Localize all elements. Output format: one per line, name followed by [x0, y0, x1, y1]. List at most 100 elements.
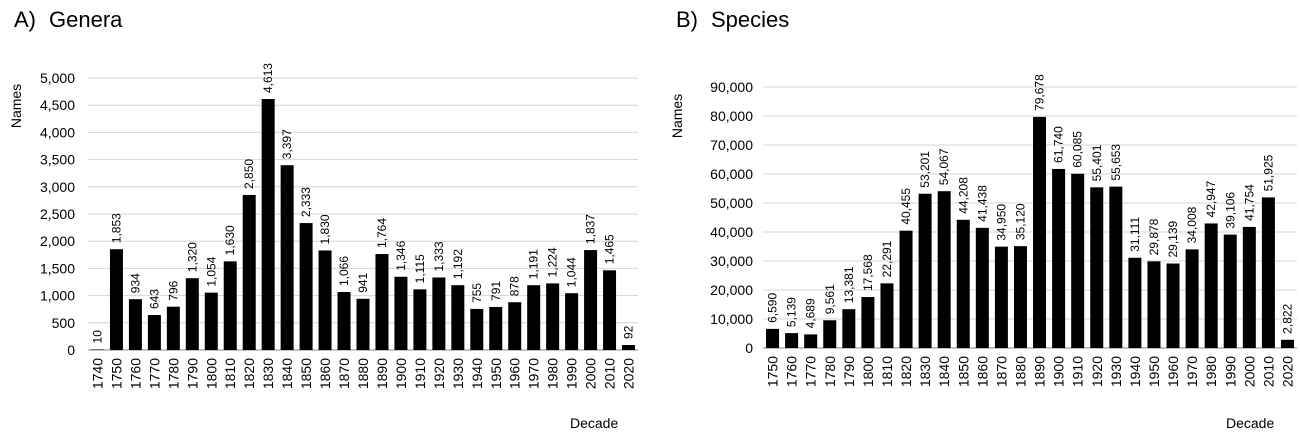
bar [1071, 173, 1085, 348]
data-label: 791 [489, 281, 503, 301]
x-tick-label: 2020 [1279, 356, 1295, 387]
data-label: 1,066 [337, 256, 351, 286]
x-tick-label: 1850 [298, 358, 314, 389]
x-tick-label: 1790 [841, 356, 857, 387]
bar [1242, 226, 1256, 348]
data-label: 1,054 [204, 256, 218, 286]
x-tick-label: 2010 [1260, 356, 1276, 387]
y-tick-label: 2,500 [40, 206, 75, 222]
data-label: 22,291 [880, 240, 894, 277]
x-tick-label: 1760 [784, 356, 800, 387]
data-label: 61,740 [1052, 126, 1066, 163]
x-tick-label: 2020 [621, 358, 637, 389]
x-tick-label: 1950 [488, 358, 504, 389]
y-tick-label: 500 [52, 315, 76, 331]
x-tick-labels-species: 1750 1760 1770 1780 1790 1800 1810 1820 1830 1840… [765, 356, 1296, 387]
x-tick-label: 1800 [860, 356, 876, 387]
bar [1223, 234, 1237, 348]
bar [109, 249, 123, 350]
bars-species [766, 116, 1294, 348]
x-tick-label: 1800 [203, 358, 219, 389]
y-tick-label: 80,000 [710, 108, 753, 124]
x-tick-label: 2010 [602, 358, 618, 389]
data-label: 29,878 [1147, 218, 1161, 255]
y-tick-label: 1,500 [40, 260, 75, 276]
data-label: 42,947 [1204, 180, 1218, 217]
data-label: 796 [166, 280, 180, 300]
y-tick-label: 40,000 [710, 224, 753, 240]
x-tick-label: 1780 [165, 358, 181, 389]
data-label: 17,568 [861, 254, 875, 291]
x-tick-label: 1870 [336, 358, 352, 389]
bar [1185, 249, 1199, 348]
data-label: 51,925 [1261, 154, 1275, 191]
data-label: 1,044 [565, 257, 579, 287]
bar [204, 292, 218, 350]
x-tick-label: 1900 [393, 358, 409, 389]
data-label: 54,067 [937, 148, 951, 185]
data-label: 40,455 [899, 188, 913, 225]
bar [527, 285, 541, 350]
bar [375, 254, 389, 350]
bar [1166, 263, 1180, 348]
bar [318, 250, 332, 350]
value-labels-species: 6,590 5,139 4,689 9,561 13,381 17,568 22,291 40… [766, 74, 1295, 334]
y-tick-label: 3,000 [40, 179, 75, 195]
data-label: 29,139 [1166, 220, 1180, 257]
y-tick-label: 70,000 [710, 137, 753, 153]
bar [90, 349, 104, 350]
chart-title-species: Species [711, 7, 789, 32]
bar [470, 308, 484, 350]
bar [565, 293, 579, 350]
bar [584, 250, 598, 350]
y-tick-label: 0 [745, 340, 753, 356]
data-label: 60,085 [1071, 131, 1085, 168]
bar [994, 246, 1008, 348]
data-label: 3,397 [280, 129, 294, 159]
data-label: 41,438 [975, 185, 989, 222]
bar [937, 191, 951, 348]
data-label: 55,653 [1109, 144, 1123, 181]
bar [413, 289, 427, 350]
bar [1261, 197, 1275, 348]
data-label: 79,678 [1033, 74, 1047, 111]
x-tick-label: 1820 [241, 358, 257, 389]
bar [166, 306, 180, 350]
x-tick-label: 1760 [127, 358, 143, 389]
x-tick-label: 1910 [1070, 356, 1086, 387]
data-label: 5,139 [785, 297, 799, 327]
bar [1090, 187, 1104, 348]
x-tick-label: 1850 [955, 356, 971, 387]
x-tick-label: 1860 [974, 356, 990, 387]
bar [1147, 261, 1161, 348]
y-axis-label-genera: Names [8, 84, 24, 128]
data-label: 44,208 [956, 177, 970, 214]
data-label: 34,950 [994, 204, 1008, 241]
bar [956, 219, 970, 348]
data-label: 643 [147, 289, 161, 309]
y-tick-labels-genera: 0 500 1,000 1,500 2,000 2,500 3,000 3,500 4,000 4… [40, 70, 75, 358]
bar [508, 302, 522, 350]
y-tick-label: 2,000 [40, 233, 75, 249]
data-label: 55,401 [1090, 144, 1104, 181]
x-tick-label: 1890 [374, 358, 390, 389]
x-axis-label-species: Decade [1226, 415, 1274, 431]
x-tick-label: 1920 [431, 358, 447, 389]
x-tick-label: 1830 [917, 356, 933, 387]
x-tick-label: 1930 [1108, 356, 1124, 387]
x-tick-label: 1780 [822, 356, 838, 387]
bar [785, 333, 799, 348]
data-label: 9,561 [823, 284, 837, 314]
bar [280, 165, 294, 350]
data-label: 39,106 [1223, 192, 1237, 229]
data-label: 1,320 [185, 242, 199, 272]
x-tick-label: 1750 [765, 356, 781, 387]
data-label: 34,008 [1185, 206, 1199, 243]
x-tick-label: 1770 [146, 358, 162, 389]
bar [1033, 116, 1047, 348]
data-label: 6,590 [766, 293, 780, 323]
y-tick-label: 60,000 [710, 166, 753, 182]
x-tick-label: 1810 [879, 356, 895, 387]
